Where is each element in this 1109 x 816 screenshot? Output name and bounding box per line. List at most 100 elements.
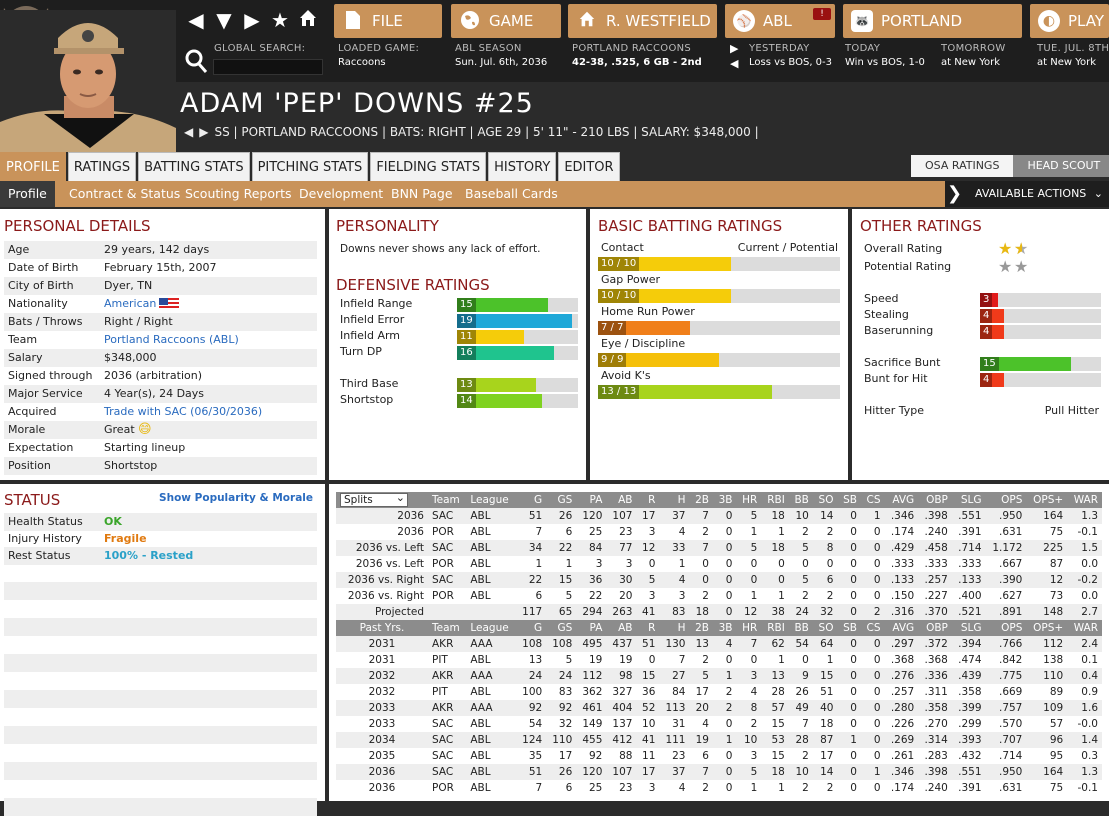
status-label: Rest Status (8, 549, 71, 562)
subtab-baseball-cards[interactable]: Baseball Cards (465, 186, 558, 201)
stats-column-header[interactable]: Team (428, 620, 467, 636)
stats-column-header[interactable]: PA (576, 492, 607, 508)
stats-column-header[interactable]: SLG (951, 492, 986, 508)
tab-batting-stats[interactable]: BATTING STATS (138, 152, 250, 181)
stats-column-header[interactable]: GS (546, 620, 577, 636)
back-arrow-icon[interactable]: ◀ (188, 8, 204, 32)
stats-column-header[interactable]: BB (788, 620, 813, 636)
defensive-rating-label: Shortstop (340, 393, 394, 406)
stats-column-header[interactable]: AVG (884, 620, 919, 636)
league-button[interactable]: ⚾ ABL ! (725, 4, 835, 38)
game-button[interactable]: GAME (451, 4, 561, 38)
stats-column-header[interactable]: H (659, 492, 690, 508)
stats-column-header[interactable]: AVG (884, 492, 919, 508)
detail-value[interactable]: Trade with SAC (06/30/2036) (104, 405, 263, 418)
stats-column-header[interactable]: G (516, 492, 547, 508)
stats-cell: 263 (606, 604, 637, 620)
star-icon[interactable]: ★ (271, 8, 289, 32)
batting-rating-label: Contact (601, 241, 644, 254)
stats-column-header[interactable]: 2B (689, 492, 713, 508)
stats-cell: .551 (951, 764, 986, 780)
half-star-fill-icon: ★ (1014, 239, 1022, 258)
stats-column-header[interactable]: SO (812, 620, 838, 636)
splits-select-box[interactable]: Splits ⌄ (340, 492, 408, 507)
manager-button[interactable]: R. WESTFIELD (568, 4, 717, 38)
play-button[interactable]: ◐ PLAY (1030, 4, 1109, 38)
stats-column-header[interactable]: 3B (712, 492, 737, 508)
stats-cell: 17 (558, 750, 573, 762)
tomorrow-value[interactable]: at New York (941, 57, 1001, 68)
tab-pitching-stats[interactable]: PITCHING STATS (251, 152, 369, 181)
stats-cell: .133 (951, 572, 986, 588)
tab-profile[interactable]: PROFILE (0, 152, 66, 181)
splits-select[interactable]: Splits ⌄ (336, 492, 428, 508)
stats-column-header[interactable]: OPS+ (1026, 492, 1068, 508)
prev-player-arrow-icon[interactable]: ◀ (184, 125, 194, 139)
stats-column-header[interactable]: 3B (712, 620, 737, 636)
subtab-contract-status[interactable]: Contract & Status (69, 186, 181, 201)
yesterday-value[interactable]: Loss vs BOS, 0-3 (749, 57, 833, 68)
stats-cell: 412 (606, 732, 637, 748)
next-day-arrow-icon[interactable]: ▶ (730, 42, 739, 55)
stats-column-header[interactable]: AB (606, 620, 637, 636)
stats-column-header[interactable]: OPS+ (1026, 620, 1068, 636)
stats-column-header[interactable]: R (636, 620, 660, 636)
stats-column-header[interactable]: CS (860, 620, 885, 636)
stats-column-header[interactable]: HR (736, 492, 762, 508)
dropdown-arrow-icon[interactable]: ▼ (216, 8, 232, 32)
stats-column-header[interactable]: OPS (985, 492, 1027, 508)
detail-value[interactable]: American (104, 297, 157, 310)
search-icon[interactable] (184, 48, 208, 74)
stats-column-header[interactable]: League (466, 620, 517, 636)
tab-ratings[interactable]: RATINGS (67, 152, 137, 181)
today-value[interactable]: Win vs BOS, 1-0 (845, 57, 925, 68)
subtab-profile[interactable]: Profile (0, 181, 55, 207)
stats-column-header[interactable]: SLG (951, 620, 986, 636)
subtab-scouting-reports[interactable]: Scouting Reports (185, 186, 292, 201)
global-search-input[interactable] (213, 59, 323, 75)
home-icon[interactable] (296, 8, 320, 32)
subtab-bnn-page[interactable]: BNN Page (391, 186, 453, 201)
stats-column-header[interactable]: 2B (689, 620, 713, 636)
show-popularity-morale-link[interactable]: Show Popularity & Morale (159, 492, 313, 504)
head-scout-button[interactable]: HEAD SCOUT (1013, 155, 1109, 177)
available-actions-menu[interactable]: ❯ AVAILABLE ACTIONS ⌄ (945, 181, 1109, 207)
stats-column-header[interactable]: OBP (918, 620, 952, 636)
stats-column-header[interactable]: Team (428, 492, 467, 508)
stats-column-header[interactable]: AB (606, 492, 637, 508)
prev-day-arrow-icon[interactable]: ◀ (730, 57, 739, 70)
stats-column-header[interactable]: WAR (1067, 620, 1102, 636)
subtab-development[interactable]: Development (299, 186, 384, 201)
tab-fielding-stats[interactable]: FIELDING STATS (370, 152, 487, 181)
stats-column-header[interactable]: RBI (761, 492, 789, 508)
stats-column-header[interactable]: WAR (1067, 492, 1102, 508)
stats-column-header[interactable]: OBP (918, 492, 952, 508)
stats-column-header[interactable]: BB (788, 492, 813, 508)
stats-column-header[interactable]: RBI (761, 620, 789, 636)
stats-column-header[interactable]: H (659, 620, 690, 636)
stats-column-header[interactable]: R (636, 492, 660, 508)
stats-column-header[interactable]: GS (546, 492, 577, 508)
next-player-arrow-icon[interactable]: ▶ (199, 125, 209, 139)
stats-column-header[interactable]: SB (837, 620, 861, 636)
detail-value[interactable]: Portland Raccoons (ABL) (104, 333, 239, 346)
file-button[interactable]: FILE (334, 4, 442, 38)
stats-column-header[interactable]: OPS (985, 620, 1027, 636)
forward-arrow-icon[interactable]: ▶ (244, 8, 260, 32)
stats-cell: -0.0 (1077, 718, 1099, 730)
stats-column-header[interactable]: HR (736, 620, 762, 636)
osa-ratings-button[interactable]: OSA RATINGS (911, 155, 1014, 177)
stats-cell: 0 (702, 558, 709, 570)
home-icon (576, 10, 598, 32)
stats-column-header[interactable]: SB (837, 492, 861, 508)
stats-cell: .226 (890, 718, 915, 730)
stats-column-header[interactable]: G (516, 620, 547, 636)
stats-column-header[interactable]: CS (860, 492, 885, 508)
stats-column-header[interactable]: PA (576, 620, 607, 636)
portland-button[interactable]: 🦝 PORTLAND (843, 4, 1022, 38)
stats-column-header[interactable]: League (466, 492, 517, 508)
day-after-value[interactable]: at New York (1037, 57, 1097, 68)
tab-history[interactable]: HISTORY (488, 152, 557, 181)
tab-editor[interactable]: EDITOR (558, 152, 620, 181)
stats-column-header[interactable]: SO (812, 492, 838, 508)
